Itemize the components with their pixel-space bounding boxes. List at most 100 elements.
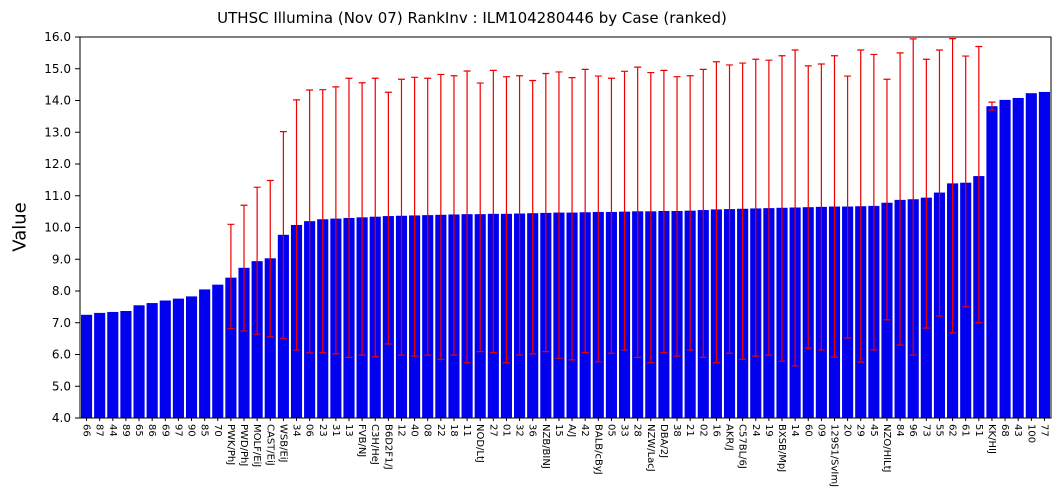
x-tick-label: 22: [435, 424, 446, 437]
x-tick-label: 16: [710, 424, 721, 437]
y-tick-label: 9.0: [52, 252, 71, 266]
x-tick-label: 69: [159, 424, 170, 437]
error-bar: [712, 61, 720, 364]
x-tick-label: 90: [186, 424, 197, 437]
x-tick-label: BXSB/MpJ: [776, 424, 787, 472]
bar: [107, 311, 119, 418]
error-bar: [778, 55, 786, 362]
error-bar: [870, 53, 878, 351]
x-tick-label: A/J: [566, 424, 577, 437]
bar: [238, 267, 250, 418]
x-tick-label: 09: [815, 424, 826, 437]
error-bar: [581, 68, 589, 354]
error-bar: [253, 186, 261, 335]
bar: [986, 106, 998, 419]
error-bar: [621, 70, 629, 351]
x-tick-label: 33: [619, 424, 630, 437]
error-bar: [791, 49, 799, 367]
bar: [225, 277, 237, 418]
error-bar: [765, 59, 773, 356]
bar: [120, 311, 132, 418]
error-bar: [437, 73, 445, 360]
bar: [146, 303, 158, 418]
x-tick-label: 02: [697, 424, 708, 437]
x-tick-label: FVB/NJ: [356, 424, 367, 457]
error-bar: [830, 55, 838, 358]
bar: [199, 289, 211, 418]
error-bar: [279, 131, 287, 339]
error-bar: [883, 78, 891, 321]
error-bar: [634, 66, 642, 358]
error-bar: [384, 91, 392, 345]
x-tick-label: 13: [343, 424, 354, 437]
y-tick-label: 8.0: [52, 284, 71, 298]
x-tick-label: 45: [868, 424, 879, 437]
error-bar: [502, 76, 510, 364]
x-tick-label: 70: [212, 424, 223, 437]
y-tick-label: 4.0: [52, 411, 71, 425]
error-bar: [476, 82, 484, 353]
y-tick-label: 15.0: [44, 62, 71, 76]
error-bar: [568, 77, 576, 361]
chart-title: UTHSC Illumina (Nov 07) RankInv : ILM104…: [217, 9, 727, 27]
y-tick-label: 16.0: [44, 30, 71, 44]
error-bar: [516, 75, 524, 356]
error-bar: [909, 38, 917, 356]
x-tick-label: 19: [763, 424, 774, 437]
error-bar: [332, 86, 340, 355]
x-tick-label: 55: [933, 424, 944, 437]
x-tick-label: 36: [527, 424, 538, 437]
error-bar: [293, 99, 301, 351]
error-bar: [857, 49, 865, 363]
x-tick-label: NOD/LtJ: [474, 424, 485, 463]
x-tick-label: 34: [291, 424, 302, 437]
x-tick-label: KK/HIJ: [986, 424, 997, 454]
x-tick-label: 31: [330, 424, 341, 437]
y-tick-label: 6.0: [52, 348, 71, 362]
x-tick-label: 42: [579, 424, 590, 437]
x-tick-label: 15: [553, 424, 564, 437]
error-bar: [489, 69, 497, 354]
x-tick-label: 87: [94, 424, 105, 437]
error-bar: [804, 65, 812, 349]
error-bar: [975, 45, 983, 324]
x-tick-label: PWD/PhJ: [238, 424, 249, 466]
error-bar: [542, 72, 550, 353]
error-bar: [411, 76, 419, 357]
x-tick-label: 44: [107, 424, 118, 437]
error-bar: [686, 75, 694, 351]
x-tick-label: PWK/PhJ: [225, 424, 236, 465]
error-bar: [726, 64, 734, 354]
x-tick-label: C3H/HeJ: [369, 424, 380, 465]
bar: [1025, 93, 1037, 418]
x-tick-label: B6D2F1/J: [382, 424, 393, 470]
x-tick-label: 68: [999, 424, 1010, 437]
y-tick-label: 11.0: [44, 189, 71, 203]
error-bar: [962, 55, 970, 308]
x-tick-label: 85: [199, 424, 210, 437]
bar: [264, 258, 276, 418]
error-bar: [896, 52, 904, 346]
error-bar: [240, 204, 248, 332]
x-tick-label: 27: [487, 424, 498, 437]
x-tick-label: 66: [81, 424, 92, 437]
x-tick-label: 89: [120, 424, 131, 437]
x-tick-label: 28: [632, 424, 643, 437]
x-tick-label: 21: [684, 424, 695, 437]
bar: [185, 296, 198, 418]
x-tick-label: 14: [789, 424, 800, 437]
error-bar: [227, 223, 235, 330]
bar: [133, 305, 145, 418]
x-tick-label: 12: [395, 424, 406, 437]
x-tick-label: 100: [1025, 424, 1036, 443]
x-tick-label: BALB/cByJ: [592, 424, 603, 475]
x-tick-label: 29: [855, 424, 866, 437]
error-bar: [319, 89, 327, 354]
error-bar: [647, 71, 655, 364]
x-tick-label: 62: [947, 424, 958, 437]
error-bar: [988, 101, 996, 111]
x-tick-label: 77: [1038, 424, 1049, 437]
x-tick-label: 05: [605, 424, 616, 437]
